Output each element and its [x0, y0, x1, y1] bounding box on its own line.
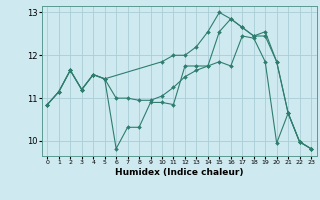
X-axis label: Humidex (Indice chaleur): Humidex (Indice chaleur)	[115, 168, 244, 177]
